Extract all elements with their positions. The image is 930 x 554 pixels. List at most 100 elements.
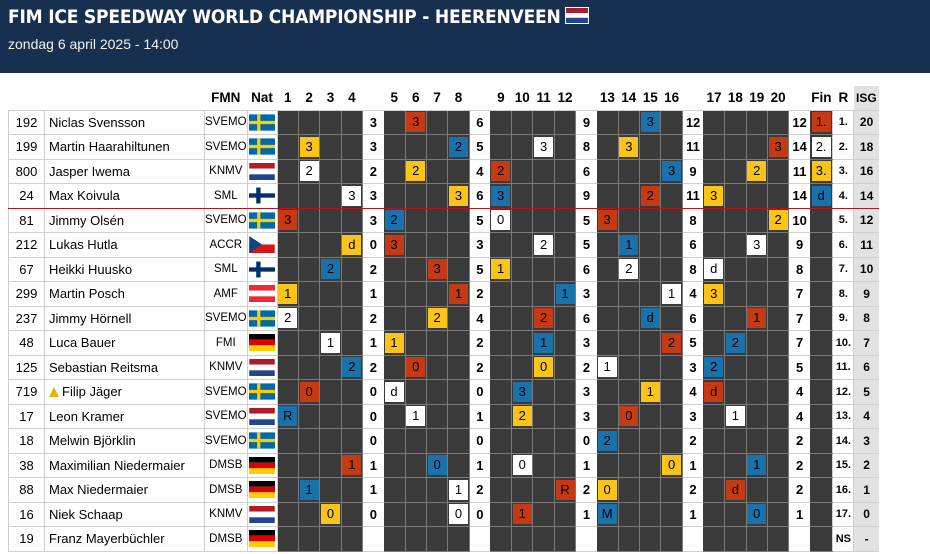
running-total: 4 bbox=[788, 404, 810, 429]
rider-name-text[interactable]: Heikki Huusko bbox=[49, 261, 133, 277]
heat-score-cell: 2 bbox=[341, 355, 364, 380]
heat-score: 2 bbox=[427, 308, 447, 329]
rider-row[interactable]: 719 Filip Jäger SVEMO 0 0 d 0 3 3 1 4 d 4 12. 5 bbox=[8, 379, 879, 405]
heat-score: 0 bbox=[321, 504, 341, 525]
heat-score: 0 bbox=[512, 455, 532, 476]
heat-score-cell bbox=[639, 502, 662, 527]
running-total: 0 bbox=[575, 428, 597, 454]
rider-number: 212 bbox=[8, 232, 45, 258]
heat-score: 2 bbox=[725, 332, 745, 353]
heat-score-cell bbox=[660, 306, 683, 331]
rider-name-text[interactable]: Franz Mayerbüchler bbox=[49, 531, 165, 547]
rider-name-text[interactable]: Max Koivula bbox=[49, 188, 120, 204]
heat-score: 3 bbox=[597, 210, 617, 231]
heat-score-cell bbox=[490, 134, 513, 160]
heat-score-cell: 2 bbox=[298, 159, 321, 184]
rider-fmn: SML bbox=[204, 257, 248, 282]
running-total: 0 bbox=[469, 428, 491, 454]
heat-score: 2 bbox=[342, 357, 362, 378]
rider-name-text[interactable]: Max Niedermaier bbox=[49, 482, 148, 498]
rider-fmn: SVEMO bbox=[204, 110, 248, 135]
rider-row[interactable]: 48 Luca Bauer FMI 1 1 1 2 1 3 2 5 2 7 10. 7 bbox=[8, 330, 879, 356]
rider-name-text[interactable]: Melwin Björklin bbox=[49, 433, 136, 449]
rider-row[interactable]: 212 Lukas Hutla ACCR d 0 3 3 2 5 1 6 3 9 6. 11 bbox=[8, 232, 879, 258]
heat-score: 2 bbox=[406, 161, 426, 182]
rider-nat bbox=[247, 428, 278, 454]
heat-score-cell bbox=[298, 330, 321, 356]
rider-name-text[interactable]: Niek Schaap bbox=[49, 506, 123, 522]
rider-row[interactable]: 19 Franz Mayerbüchler DMSB NS - bbox=[8, 526, 879, 552]
rider-nat bbox=[247, 257, 278, 282]
rider-row[interactable]: 125 Sebastian Reitsma KNMV 2 2 0 2 0 2 1 3 2 5 11. 6 bbox=[8, 355, 879, 380]
final-score: 1. bbox=[811, 112, 831, 133]
rider-name-text[interactable]: Jimmy Olsén bbox=[49, 212, 125, 228]
header-total bbox=[682, 86, 704, 111]
heat-score-cell bbox=[405, 526, 427, 552]
final-position: 15. bbox=[832, 453, 854, 478]
isg-points: 0 bbox=[853, 502, 879, 527]
heat-score-cell bbox=[596, 453, 619, 478]
heat-score-cell bbox=[341, 281, 364, 307]
heat-score-cell: 2 bbox=[447, 134, 470, 160]
rider-name-text[interactable]: Lukas Hutla bbox=[49, 237, 118, 253]
rider-row[interactable]: 24 Max Koivula SML 3 3 3 6 3 9 2 11 3 14 d 4. 14 bbox=[8, 183, 879, 209]
heat-score-cell bbox=[746, 355, 768, 380]
rider-name-text[interactable]: Sebastian Reitsma bbox=[49, 359, 159, 375]
heat-score: 3 bbox=[427, 259, 447, 280]
heat-score-cell bbox=[277, 159, 299, 184]
rider-name-text[interactable]: Leon Kramer bbox=[49, 408, 125, 424]
rider-row[interactable]: 800 Jasper Iwema KNMV 2 2 2 4 2 6 3 9 2 11 3. 3. 16 bbox=[8, 159, 879, 184]
rider-row[interactable]: 299 Martin Posch AMF 1 1 1 2 1 3 1 4 3 7 8. 9 bbox=[8, 281, 879, 307]
rider-row[interactable]: 17 Leon Kramer SVEMO R 0 1 1 2 3 0 3 1 4 13. 4 bbox=[8, 404, 879, 429]
running-total: 8 bbox=[682, 208, 704, 233]
rider-name-text[interactable]: Jimmy Hörnell bbox=[49, 310, 132, 326]
heat-score-cell: 2 bbox=[426, 306, 449, 331]
heat-score-cell bbox=[703, 134, 726, 160]
rider-row[interactable]: 67 Heikki Huusko SML 2 2 3 5 1 6 2 8 d 8 7. 10 bbox=[8, 257, 879, 282]
rider-row[interactable]: 88 Max Niedermaier DMSB 1 1 1 2 R 2 0 2 d 2 16. 1 bbox=[8, 477, 879, 503]
heat-score-cell bbox=[447, 404, 470, 429]
heat-score-cell bbox=[724, 232, 747, 258]
heat-score-cell bbox=[319, 208, 342, 233]
rider-row[interactable]: 192 Niclas Svensson SVEMO 3 3 6 9 3 12 12 1. 1. 20 bbox=[8, 110, 879, 135]
rider-name-text[interactable]: Jasper Iwema bbox=[49, 163, 130, 179]
running-total: 2 bbox=[682, 428, 704, 454]
final-position: 3. bbox=[832, 159, 854, 184]
rider-name-text[interactable]: Luca Bauer bbox=[49, 335, 116, 351]
heat-score-cell bbox=[618, 183, 641, 209]
header-total bbox=[469, 86, 491, 111]
heat-score-cell bbox=[532, 428, 555, 454]
isg-points: 6 bbox=[853, 355, 879, 380]
heat-score-cell bbox=[426, 502, 449, 527]
heat-score-cell bbox=[341, 134, 364, 160]
rider-name-text[interactable]: Niclas Svensson bbox=[49, 114, 146, 130]
running-total: 1 bbox=[362, 477, 384, 503]
heat-score-cell bbox=[319, 281, 342, 307]
rider-row[interactable]: 199 Martin Haarahiltunen SVEMO 3 3 2 5 3 8 3 11 3 14… bbox=[8, 134, 879, 160]
heat-score: R bbox=[555, 479, 575, 500]
final-score: 3. bbox=[811, 161, 831, 182]
heat-score-cell bbox=[618, 281, 641, 307]
header-total bbox=[575, 86, 597, 111]
rider-number: 88 bbox=[8, 477, 45, 503]
rider-name-text[interactable]: Filip Jäger bbox=[62, 384, 122, 400]
rider-name-text[interactable]: Maximilian Niedermaier bbox=[49, 457, 185, 473]
rider-name-text[interactable]: Martin Haarahiltunen bbox=[49, 139, 170, 155]
heat-score-cell bbox=[383, 428, 406, 454]
rider-row[interactable]: 81 Jimmy Olsén SVEMO 3 3 2 5 0 5 3 8 2 10 5. 12 bbox=[8, 208, 879, 233]
rider-name-text[interactable]: Martin Posch bbox=[49, 286, 125, 302]
rider-fmn: FMI bbox=[204, 330, 248, 356]
heat-score-cell: 1 bbox=[660, 281, 683, 307]
rider-row[interactable]: 237 Jimmy Hörnell SVEMO 2 2 2 4 2 6 d 6 1 7 9. 8 bbox=[8, 306, 879, 331]
header-heat: 9 bbox=[490, 86, 512, 111]
heat-score-cell bbox=[660, 379, 683, 405]
isg-points: 11 bbox=[853, 232, 879, 258]
heat-score-cell bbox=[532, 526, 555, 552]
rider-row[interactable]: 18 Melwin Björklin SVEMO 0 0 0 2 2 2 14. 3 bbox=[8, 428, 879, 454]
rider-row[interactable]: 16 Niek Schaap KNMV 0 0 0 0 1 1 M 1 0 1 17. 0 bbox=[8, 502, 879, 527]
heat-score-cell: 1 bbox=[447, 477, 470, 503]
heat-score-cell: 1 bbox=[532, 330, 555, 356]
rider-row[interactable]: 38 Maximilian Niedermaier DMSB 1 1 0 1 0 1 0 1 1 2 15… bbox=[8, 453, 879, 478]
final-score-cell bbox=[809, 281, 833, 307]
germany-flag-icon bbox=[249, 334, 276, 352]
